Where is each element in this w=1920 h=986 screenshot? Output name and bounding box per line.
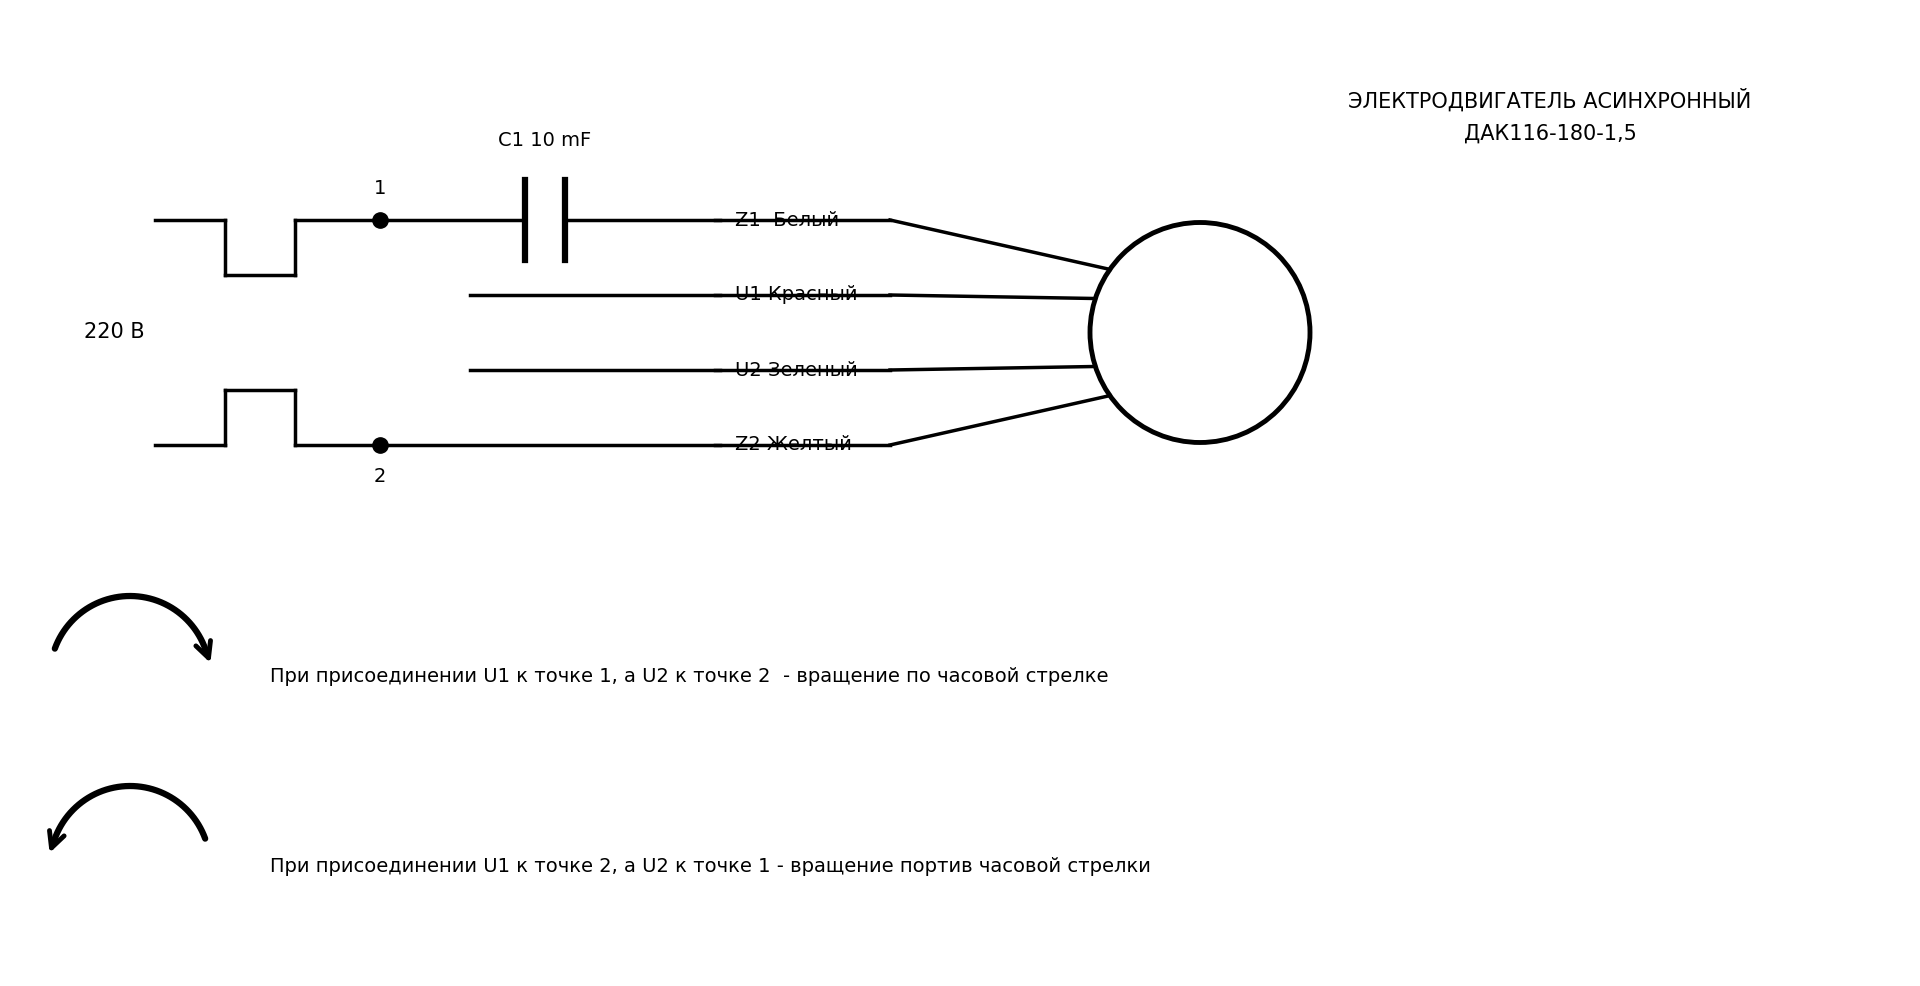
- Text: U2 Зеленый: U2 Зеленый: [735, 361, 858, 380]
- Text: 220 В: 220 В: [84, 322, 146, 342]
- Text: C1 10 mF: C1 10 mF: [499, 131, 591, 150]
- Text: 1: 1: [374, 179, 386, 198]
- Text: Z2 Желтый: Z2 Желтый: [735, 436, 852, 455]
- Text: 2: 2: [374, 467, 386, 486]
- Text: U1 Красный: U1 Красный: [735, 286, 858, 305]
- Text: При присоединении U1 к точке 1, а U2 к точке 2  - вращение по часовой стрелке: При присоединении U1 к точке 1, а U2 к т…: [271, 667, 1108, 685]
- Text: При присоединении U1 к точке 2, а U2 к точке 1 - вращение портив часовой стрелки: При присоединении U1 к точке 2, а U2 к т…: [271, 857, 1150, 876]
- Text: ЭЛЕКТРОДВИГАТЕЛЬ АСИНХРОННЫЙ
ДАК116-180-1,5: ЭЛЕКТРОДВИГАТЕЛЬ АСИНХРОННЫЙ ДАК116-180-…: [1348, 88, 1751, 144]
- Text: Z1  Белый: Z1 Белый: [735, 210, 839, 230]
